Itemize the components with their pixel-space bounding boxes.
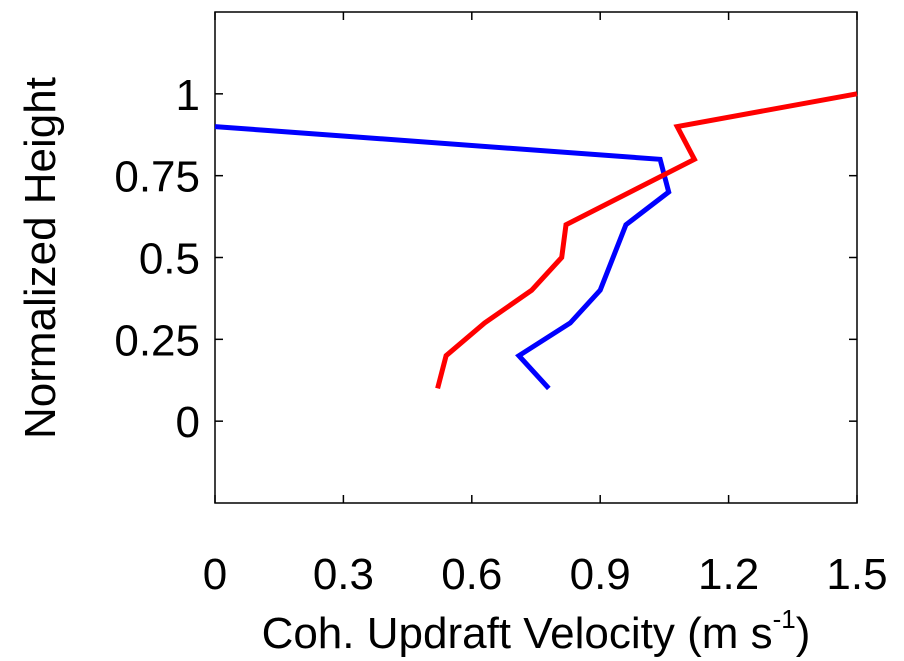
- tick-labels: 0 0.3 0.6 0.9 1.2 1.5 0 0.25 0.5 0.75 1: [114, 71, 887, 599]
- series-line-2: [435, 91, 858, 390]
- x-tick-label: 1.5: [826, 550, 887, 599]
- y-tick-label: 0.75: [114, 153, 200, 202]
- x-axis-label: Coh. Updraft Velocity (m s-1): [262, 604, 811, 658]
- y-tick-label: 0: [176, 398, 200, 447]
- x-tick-label: 0.9: [570, 550, 631, 599]
- x-tick-label: 1.2: [698, 550, 759, 599]
- series-layer: [214, 91, 858, 391]
- x-axis-label-text: Coh. Updraft Velocity (m s: [262, 609, 773, 658]
- x-tick-label: 0: [203, 550, 227, 599]
- x-axis-label-close: ): [796, 609, 811, 658]
- x-tick-label: 0.3: [313, 550, 374, 599]
- y-tick-label: 0.25: [114, 316, 200, 365]
- x-axis-label-superscript: -1: [773, 604, 796, 634]
- plot-area: [214, 11, 858, 504]
- x-tick-label: 0.6: [441, 550, 502, 599]
- y-axis-label: Normalized Height: [16, 77, 65, 439]
- y-tick-label: 0.5: [139, 235, 200, 284]
- y-tick-label: 1: [176, 71, 200, 120]
- series-line-1: [214, 124, 672, 391]
